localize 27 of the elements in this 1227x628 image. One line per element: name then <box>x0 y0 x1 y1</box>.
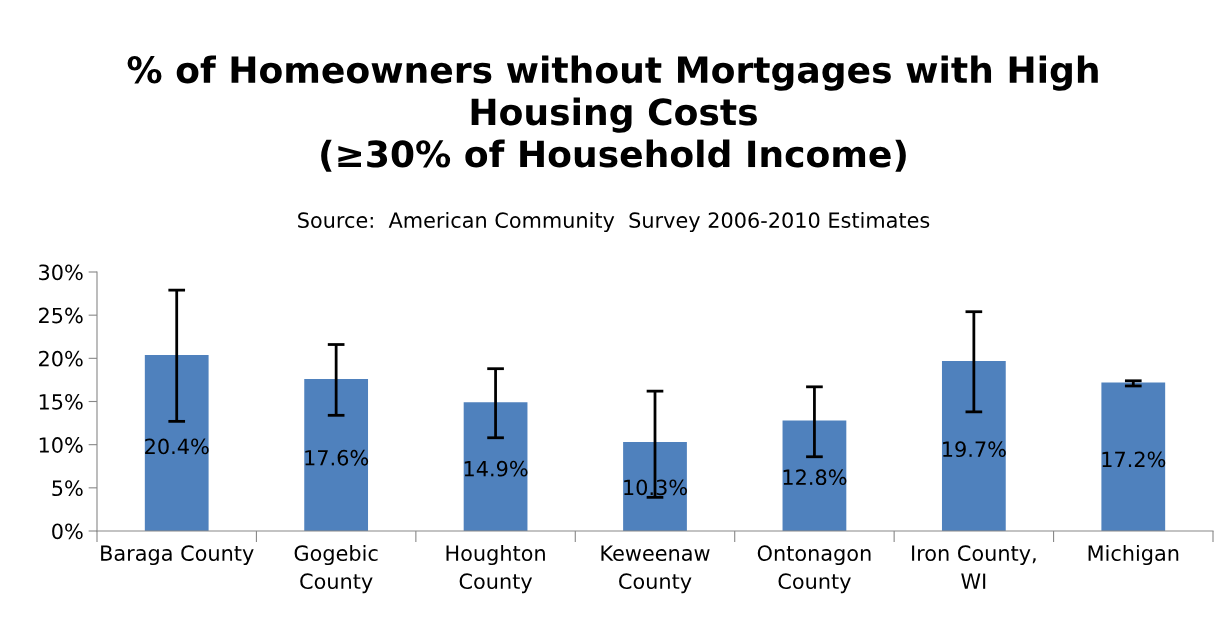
chart-title: % of Homeowners without Mortgages with High Housing Costs (≥30% of Household Income) <box>127 55 1098 172</box>
x-tick-label: Gogebic County <box>294 544 378 594</box>
bar <box>144 354 209 531</box>
bar <box>304 379 369 531</box>
data-label: 17.6% <box>305 449 369 466</box>
x-tick-label: Baraga County <box>101 545 254 566</box>
y-tick-label: 20% <box>39 350 83 367</box>
data-label: 19.7% <box>943 441 1006 458</box>
y-tick-label: 30% <box>39 264 83 281</box>
x-tick-label: Iron County, WI <box>912 545 1036 589</box>
y-tick-label: 25% <box>39 307 83 324</box>
bar <box>463 402 528 531</box>
data-label: 14.9% <box>464 460 528 477</box>
y-tick-label: 0% <box>52 523 83 540</box>
bar <box>1101 382 1166 531</box>
chart-subtitle: Source: American Community Survey 2006-2010 Estimates <box>298 211 930 233</box>
bar <box>941 360 1006 531</box>
y-tick-label: 15% <box>39 393 83 410</box>
x-tick-label: Houghton County <box>446 544 545 594</box>
x-tick-label: Michigan <box>1088 544 1179 566</box>
y-tick-label: 10% <box>39 437 83 453</box>
bar <box>782 420 847 531</box>
x-tick-label: Ontonagon County <box>757 545 871 594</box>
data-label: 20.4% <box>145 438 209 455</box>
data-label: 17.2% <box>1102 451 1166 468</box>
x-tick-label: Keweenaw County <box>601 545 710 594</box>
y-tick-label: 5% <box>52 480 83 497</box>
